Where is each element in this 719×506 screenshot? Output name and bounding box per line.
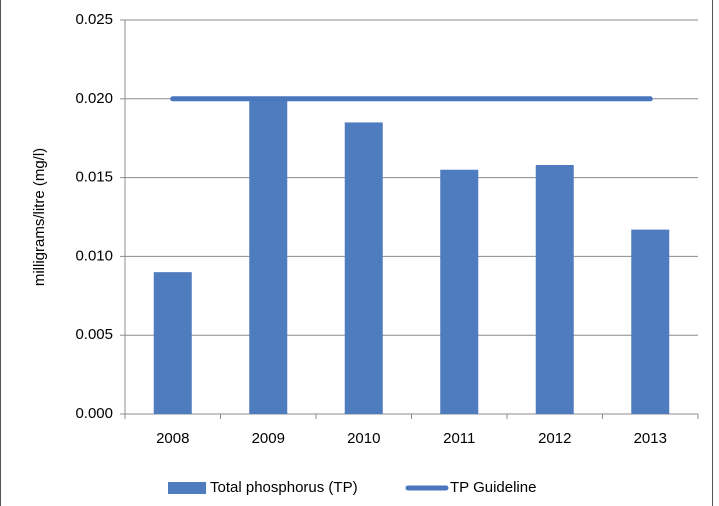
legend-label: Total phosphorus (TP) bbox=[210, 479, 358, 496]
bar bbox=[344, 122, 383, 414]
bar bbox=[249, 98, 288, 415]
y-tick-label: 0.010 bbox=[75, 247, 113, 264]
bar bbox=[440, 169, 479, 414]
y-tick-label: 0.020 bbox=[75, 90, 113, 107]
x-tick-label: 2008 bbox=[156, 430, 189, 447]
x-tick-label: 2010 bbox=[347, 430, 380, 447]
bar bbox=[153, 272, 192, 414]
y-axis-label: milligrams/litre (mg/l) bbox=[31, 148, 48, 286]
x-tick-label: 2013 bbox=[634, 430, 667, 447]
bar bbox=[535, 164, 574, 414]
x-tick-label: 2009 bbox=[252, 430, 285, 447]
legend-label: TP Guideline bbox=[450, 479, 536, 496]
legend-swatch bbox=[168, 482, 206, 494]
x-tick-label: 2011 bbox=[443, 430, 475, 447]
y-tick-label: 0.015 bbox=[75, 169, 113, 186]
y-tick-label: 0.005 bbox=[75, 326, 113, 343]
y-tick-label: 0.025 bbox=[75, 11, 113, 28]
y-tick-label: 0.000 bbox=[75, 405, 113, 422]
bar bbox=[631, 229, 670, 414]
x-tick-label: 2012 bbox=[538, 430, 571, 447]
